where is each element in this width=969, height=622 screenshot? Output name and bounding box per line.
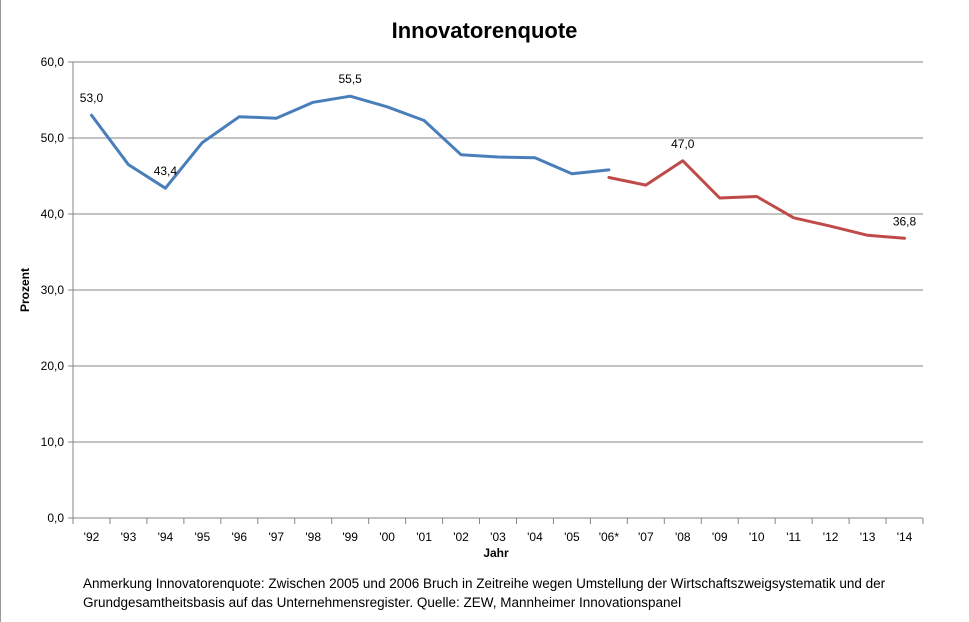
x-tick-label: '98 bbox=[305, 530, 321, 544]
footnote-line-1: Anmerkung Innovatorenquote: Zwischen 200… bbox=[83, 576, 886, 591]
x-tick-label: '92 bbox=[84, 530, 100, 544]
x-tick-label: '12 bbox=[823, 530, 839, 544]
x-tick-label: '99 bbox=[342, 530, 358, 544]
x-axis: '92 '93 '94 '95 '96 '97 '98 '99 '00 '01 '02 '03 '04 '… bbox=[72, 62, 924, 544]
y-tick-label: 30,0 bbox=[41, 283, 65, 297]
y-tick-label: 0,0 bbox=[47, 511, 64, 525]
y-tick-label: 10,0 bbox=[41, 435, 65, 449]
x-tick-label: '96 bbox=[231, 530, 247, 544]
footnote: Anmerkung Innovatorenquote: Zwischen 200… bbox=[83, 574, 943, 612]
data-label: 43,4 bbox=[154, 164, 178, 178]
data-label: 53,0 bbox=[80, 91, 104, 105]
y-tick-label: 50,0 bbox=[41, 131, 65, 145]
gridlines bbox=[73, 61, 923, 443]
data-label: 36,8 bbox=[893, 214, 917, 228]
x-tick-label: '07 bbox=[638, 530, 654, 544]
data-labels: 53,0 43,4 55,5 47,0 36,8 bbox=[80, 72, 917, 228]
x-tick-label: '05 bbox=[564, 530, 580, 544]
x-tick-label: '11 bbox=[786, 530, 801, 544]
x-tick-label: '97 bbox=[268, 530, 284, 544]
x-tick-label: '95 bbox=[195, 530, 211, 544]
x-tick-label: '13 bbox=[860, 530, 876, 544]
footnote-line-2: Grundgesamtheitsbasis auf das Unternehme… bbox=[83, 595, 682, 610]
data-label: 55,5 bbox=[338, 72, 362, 86]
x-tick-label: '00 bbox=[379, 530, 395, 544]
y-axis-title: Prozent bbox=[18, 268, 32, 312]
x-tick-label: '02 bbox=[453, 530, 469, 544]
x-tick-label: '94 bbox=[158, 530, 174, 544]
x-tick-label: '09 bbox=[712, 530, 728, 544]
x-tick-label: '04 bbox=[527, 530, 543, 544]
x-tick-label: '10 bbox=[749, 530, 765, 544]
y-tick-label: 60,0 bbox=[41, 55, 65, 69]
x-tick-label: '93 bbox=[121, 530, 137, 544]
series-lines bbox=[90, 94, 906, 240]
x-tick-label: '03 bbox=[490, 530, 506, 544]
y-axis-ticks: 0,0 10,0 20,0 30,0 40,0 50,0 60,0 bbox=[41, 55, 73, 525]
series-line-1 bbox=[90, 94, 611, 190]
x-axis-title: Jahr bbox=[483, 546, 509, 560]
y-tick-label: 20,0 bbox=[41, 359, 65, 373]
x-tick-label: '14 bbox=[897, 530, 913, 544]
series-line-2 bbox=[607, 159, 906, 240]
chart-title: Innovatorenquote bbox=[391, 18, 578, 43]
x-tick-label: '08 bbox=[675, 530, 691, 544]
frame-border bbox=[0, 0, 1, 622]
data-label: 47,0 bbox=[671, 137, 695, 151]
y-tick-label: 40,0 bbox=[41, 207, 65, 221]
x-tick-label: '01 bbox=[416, 530, 432, 544]
x-tick-label: '06* bbox=[599, 530, 620, 544]
